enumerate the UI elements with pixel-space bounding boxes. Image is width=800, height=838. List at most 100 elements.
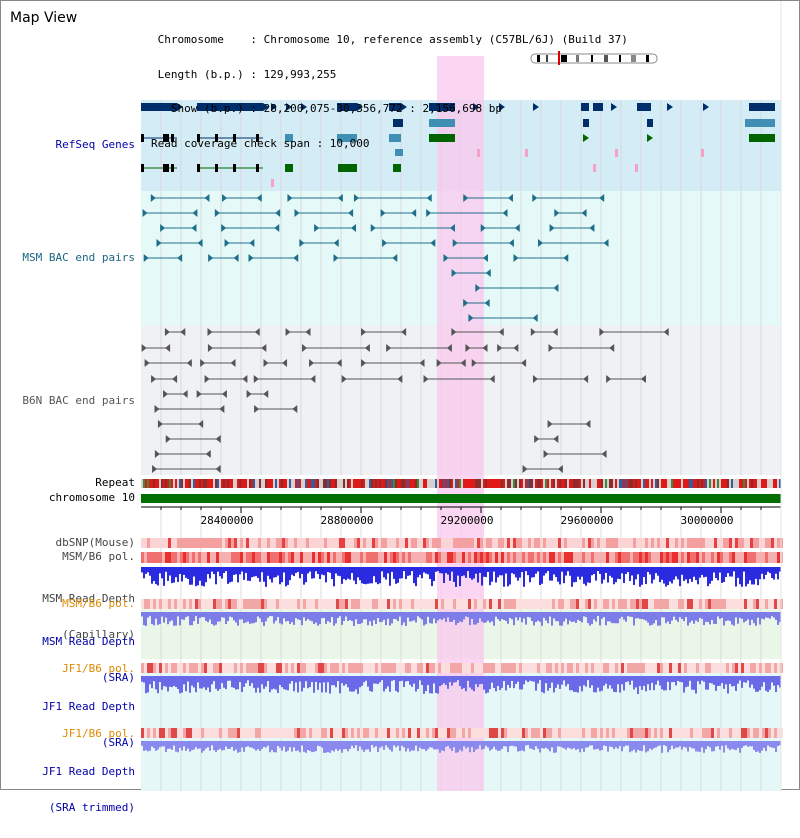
heat-cell [540,663,543,673]
depth-bar [289,612,291,624]
heat-cell [270,552,273,563]
repeat-bar [425,479,427,488]
heat-cell [432,728,435,738]
track-label-b6n-bac[interactable]: B6N BAC end pairs [22,394,135,407]
heat-cell [441,663,444,673]
heat-cell [486,538,489,548]
depth-bar [545,567,547,574]
repeat-bar [727,479,729,488]
repeat-bar [305,479,307,488]
heat-cell [216,599,219,609]
depth-bar [455,676,457,683]
heat-cell [768,728,771,738]
heat-cell [471,663,474,673]
heat-cell [699,538,702,548]
heat-cell [333,663,336,673]
depth-bar [439,612,441,619]
depth-bar [155,741,157,751]
depth-bar [283,612,285,619]
bac-pair-end [191,224,197,232]
heat-cell [513,728,516,738]
depth-bar [693,612,695,624]
heat-cell [459,552,462,563]
heat-cell [543,538,546,548]
depth-bar [723,612,725,626]
repeat-bar [295,479,297,488]
depth-bar [247,741,249,747]
depth-bar [425,676,427,692]
depth-bar [571,741,573,750]
heat-cell [255,538,258,548]
depth-bar [419,676,421,681]
depth-bar [271,741,273,751]
heat-cell [189,538,192,548]
heat-cell [582,538,585,548]
heat-cell [432,663,435,673]
heat-cell [249,552,252,563]
chromosome-info: Chromosome : Chromosome 10, reference as… [151,11,628,172]
heat-cell [402,538,405,548]
depth-bar [355,567,357,585]
repeat-bar [585,479,587,488]
repeat-bar [521,479,523,488]
track-label-refseq[interactable]: RefSeq Genes [55,138,135,151]
heat-cell [444,663,447,673]
depth-bar [441,612,443,620]
repeat-bar [497,479,499,488]
repeat-bar [219,479,221,488]
heat-cell [375,599,378,609]
repeat-bar [467,479,469,488]
depth-bar [603,567,605,580]
depth-bar [445,741,447,747]
heat-cell [588,663,591,673]
heat-cell [240,552,243,563]
depth-bar [425,612,427,625]
bac-pair-end [543,450,549,458]
heat-cell [744,538,747,548]
bac-pair-end [215,465,221,473]
heat-cell [594,663,597,673]
depth-bar [559,741,561,747]
heat-cell [405,728,408,738]
heat-cell [729,663,732,673]
depth-bar [399,676,401,682]
heat-cell [423,728,426,738]
heat-cell [738,552,741,563]
heat-cell [273,538,276,548]
depth-bar [147,612,149,618]
heat-cell [477,728,480,738]
track-label-msm-bac[interactable]: MSM BAC end pairs [22,251,135,264]
depth-bar [141,567,143,573]
repeat-bar [327,479,329,488]
heat-cell [348,599,351,609]
depth-bar [185,612,187,618]
heat-cell [774,728,777,738]
depth-bar [615,567,617,583]
depth-bar [655,741,657,748]
heat-cell [207,538,210,548]
heat-cell [333,728,336,738]
heat-cell [585,663,588,673]
depth-bar [201,676,203,689]
depth-bar [457,567,459,576]
depth-bar [169,612,171,622]
depth-bar [513,567,515,575]
depth-bar [729,741,731,751]
heat-cell [567,599,570,609]
heat-cell [753,538,756,548]
depth-bar [461,567,463,577]
depth-bar [203,741,205,751]
depth-bar [555,676,557,688]
heat-cell [600,538,603,548]
heat-cell [252,552,255,563]
depth-bar [549,676,551,689]
depth-bar [191,612,193,626]
depth-bar [233,741,235,751]
heat-cell [681,599,684,609]
depth-bar [493,567,495,572]
depth-bar [551,612,553,626]
depth-bar [499,741,501,751]
heat-cell [345,599,348,609]
repeat-bar [409,479,411,488]
depth-bar [415,741,417,746]
